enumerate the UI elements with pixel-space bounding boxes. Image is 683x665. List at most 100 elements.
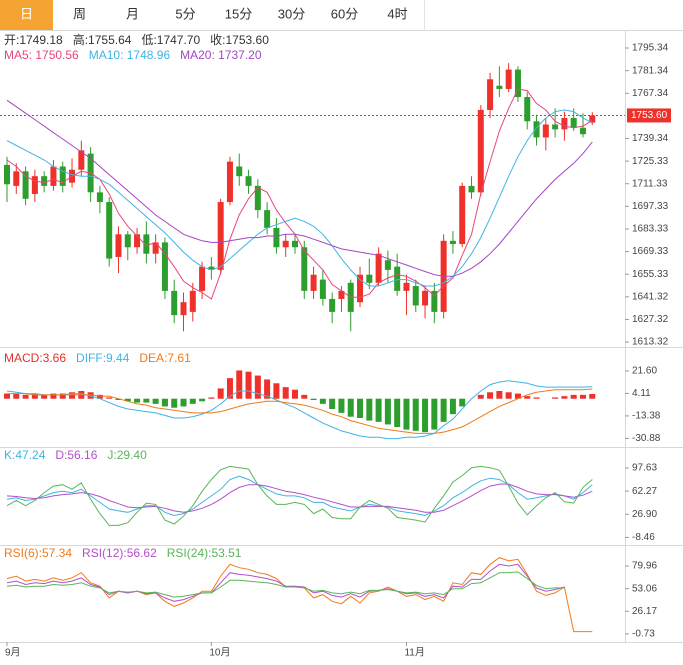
- macd-bar: [394, 398, 401, 427]
- macd-bar: [115, 398, 122, 400]
- macd-bar: [422, 398, 429, 433]
- tab-label[interactable]: 月: [126, 6, 139, 21]
- tab[interactable]: [371, 0, 424, 30]
- tab[interactable]: [212, 0, 265, 30]
- x-tick-label: 10月: [209, 647, 230, 659]
- candle-body: [189, 290, 196, 312]
- tab-label[interactable]: 4时: [387, 6, 407, 21]
- candle-body: [143, 234, 150, 254]
- candle-body: [394, 266, 401, 291]
- tab[interactable]: [159, 0, 212, 30]
- macd-bar: [59, 393, 66, 399]
- macd-bar: [589, 394, 596, 399]
- candle-body: [384, 260, 391, 270]
- candle-body: [124, 234, 131, 248]
- tab-label[interactable]: 15分: [225, 6, 252, 21]
- macd-bar: [496, 391, 503, 399]
- indicator-line: [6, 380, 593, 440]
- macd-bar: [208, 397, 215, 399]
- macd-bar: [217, 388, 224, 399]
- y-tick-label: -13.38: [632, 411, 661, 422]
- legend-entry: RSI(6):57.34: [4, 546, 72, 560]
- y-tick-label: 79.96: [632, 561, 657, 572]
- candle-body: [496, 85, 503, 89]
- y-tick-label: 1627.32: [632, 314, 669, 325]
- candle-body: [533, 121, 540, 138]
- legend-entry: 高:1755.64: [73, 32, 132, 47]
- macd-bar: [357, 398, 364, 418]
- tab[interactable]: [106, 0, 159, 30]
- macd-bar: [199, 398, 206, 402]
- macd-bar: [22, 394, 29, 399]
- indicator-line: [6, 99, 593, 277]
- candle-body: [236, 166, 243, 177]
- tab-label[interactable]: 30分: [278, 6, 305, 21]
- candle-body: [41, 176, 48, 186]
- candle-body: [338, 290, 345, 299]
- legend-entry: 收:1753.60: [210, 33, 269, 47]
- candle-body: [570, 118, 577, 128]
- candle-body: [310, 274, 317, 291]
- candle-body: [412, 286, 419, 306]
- y-tick-label: -0.73: [632, 629, 655, 640]
- macd-bar: [245, 371, 252, 399]
- macd-bar: [134, 398, 141, 403]
- candle-body: [4, 164, 10, 185]
- macd-bar: [180, 398, 187, 407]
- macd-bar: [561, 396, 568, 399]
- macd-bar: [552, 397, 559, 399]
- macd-bar: [347, 398, 354, 417]
- candle-body: [357, 274, 364, 303]
- indicator-line: [6, 88, 593, 300]
- macd-bar: [143, 398, 150, 403]
- macd-bar: [487, 392, 494, 399]
- y-tick-label: 1641.32: [632, 291, 669, 302]
- macd-bar: [31, 393, 38, 399]
- macd-bar: [13, 393, 20, 399]
- candle-body: [115, 234, 122, 257]
- legend-entry: RSI(12):56.62: [82, 546, 157, 560]
- tab[interactable]: [0, 0, 53, 30]
- candle-body: [477, 109, 484, 193]
- tab-label[interactable]: 周: [73, 6, 86, 21]
- macd-bar: [384, 398, 391, 425]
- candle-body: [273, 227, 280, 248]
- candle-body: [13, 171, 20, 186]
- tab[interactable]: [53, 0, 106, 30]
- indicator-line: [6, 571, 565, 598]
- legend-entry: MA10: 1748.96: [89, 48, 171, 62]
- candle-body: [468, 185, 475, 193]
- x-tick-label: 9月: [5, 647, 21, 659]
- macd-bar: [124, 398, 131, 402]
- macd-bar: [329, 398, 336, 409]
- legend-entry: 低:1747.70: [141, 33, 200, 47]
- candle-body: [245, 176, 252, 186]
- tab[interactable]: [318, 0, 371, 30]
- y-tick-label: 1739.34: [632, 133, 669, 144]
- candle-body: [226, 161, 233, 203]
- macd-bar: [338, 398, 345, 413]
- macd-bar: [403, 398, 410, 430]
- candle-body: [449, 240, 456, 245]
- legend-entry: MA5: 1750.56: [4, 48, 79, 62]
- candle-body: [375, 253, 382, 283]
- indicator-line: [6, 483, 593, 513]
- y-tick-label: 97.63: [632, 463, 657, 474]
- candle-body: [199, 266, 206, 291]
- macd-bar: [4, 393, 10, 399]
- y-tick-label: 1655.33: [632, 269, 669, 280]
- candle-body: [217, 202, 224, 270]
- tab-label[interactable]: 5分: [175, 6, 195, 21]
- legend-entry: MA20: 1737.20: [180, 48, 262, 62]
- candle-body: [431, 290, 438, 312]
- macd-bar: [273, 383, 280, 399]
- macd-bar: [69, 392, 76, 399]
- tab-label[interactable]: 60分: [331, 6, 358, 21]
- macd-bar: [106, 397, 113, 399]
- candle-body: [505, 69, 512, 89]
- tab[interactable]: [265, 0, 318, 30]
- tab-label[interactable]: 日: [20, 6, 33, 21]
- candle-body: [579, 127, 586, 135]
- y-tick-label: 1711.33: [632, 178, 668, 189]
- y-tick-label: 1781.34: [632, 65, 669, 76]
